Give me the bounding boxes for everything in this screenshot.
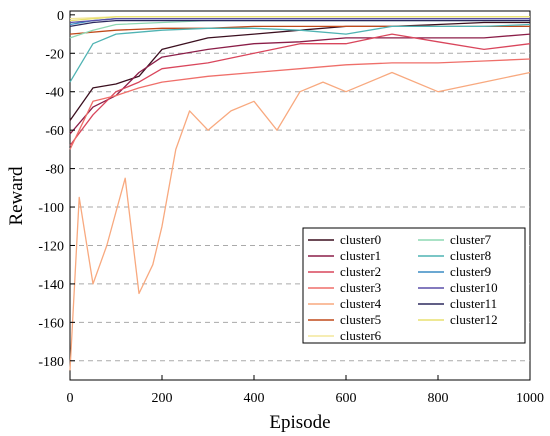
series-line-cluster8 — [69, 23, 531, 83]
legend-label-cluster10: cluster10 — [450, 280, 498, 295]
legend-label-cluster3: cluster3 — [340, 280, 381, 295]
y-tick-label: -180 — [38, 355, 64, 370]
plot-frame — [69, 10, 531, 381]
y-tick-label: -160 — [38, 316, 64, 331]
series-line-cluster12 — [69, 16, 530, 22]
legend-label-cluster8: cluster8 — [450, 248, 491, 263]
y-tick-label: -60 — [45, 124, 64, 139]
legend-label-cluster11: cluster11 — [450, 296, 497, 311]
series-line-cluster4 — [69, 71, 531, 371]
y-axis-title: Reward — [6, 166, 27, 226]
legend-label-cluster12: cluster12 — [450, 312, 498, 327]
legend-box — [302, 227, 526, 344]
series-lines — [69, 16, 531, 371]
y-tick-label: -40 — [45, 86, 64, 101]
x-tick-label: 600 — [336, 391, 357, 406]
x-tick-label: 1000 — [516, 391, 544, 406]
x-axis-ticks: 0 200 400 600 800 1000 — [67, 375, 544, 406]
legend-label-cluster1: cluster1 — [340, 248, 381, 263]
y-tick-label: -100 — [38, 201, 64, 216]
x-tick-label: 800 — [428, 391, 449, 406]
legend-label-cluster9: cluster9 — [450, 264, 491, 279]
x-axis-title: Episode — [269, 412, 330, 433]
y-tick-label: -20 — [45, 47, 64, 62]
legend-label-cluster2: cluster2 — [340, 264, 381, 279]
y-tick-label: -140 — [38, 278, 64, 293]
series-line-cluster0 — [69, 21, 530, 121]
x-tick-label: 0 — [67, 391, 74, 406]
series-line-cluster10 — [69, 18, 530, 24]
legend-label-cluster4: cluster4 — [340, 296, 382, 311]
x-tick-label: 400 — [244, 391, 265, 406]
series-line-cluster11 — [69, 19, 530, 28]
legend: cluster0cluster1cluster2cluster3cluster4… — [302, 227, 526, 344]
y-tick-label: -80 — [45, 163, 64, 178]
y-tick-label: 0 — [57, 9, 64, 24]
legend-label-cluster5: cluster5 — [340, 312, 381, 327]
legend-label-cluster6: cluster6 — [340, 328, 382, 343]
legend-label-cluster0: cluster0 — [340, 232, 381, 247]
x-tick-label: 200 — [152, 391, 173, 406]
series-line-cluster2 — [69, 33, 531, 146]
series-line-cluster1 — [69, 33, 531, 135]
series-line-cluster3 — [69, 58, 531, 150]
y-tick-label: -120 — [38, 239, 64, 254]
y-axis-ticks: 0 -20 -40 -60 -80 -100 -120 -140 -160 -180 — [38, 9, 75, 370]
legend-label-cluster7: cluster7 — [450, 232, 492, 247]
